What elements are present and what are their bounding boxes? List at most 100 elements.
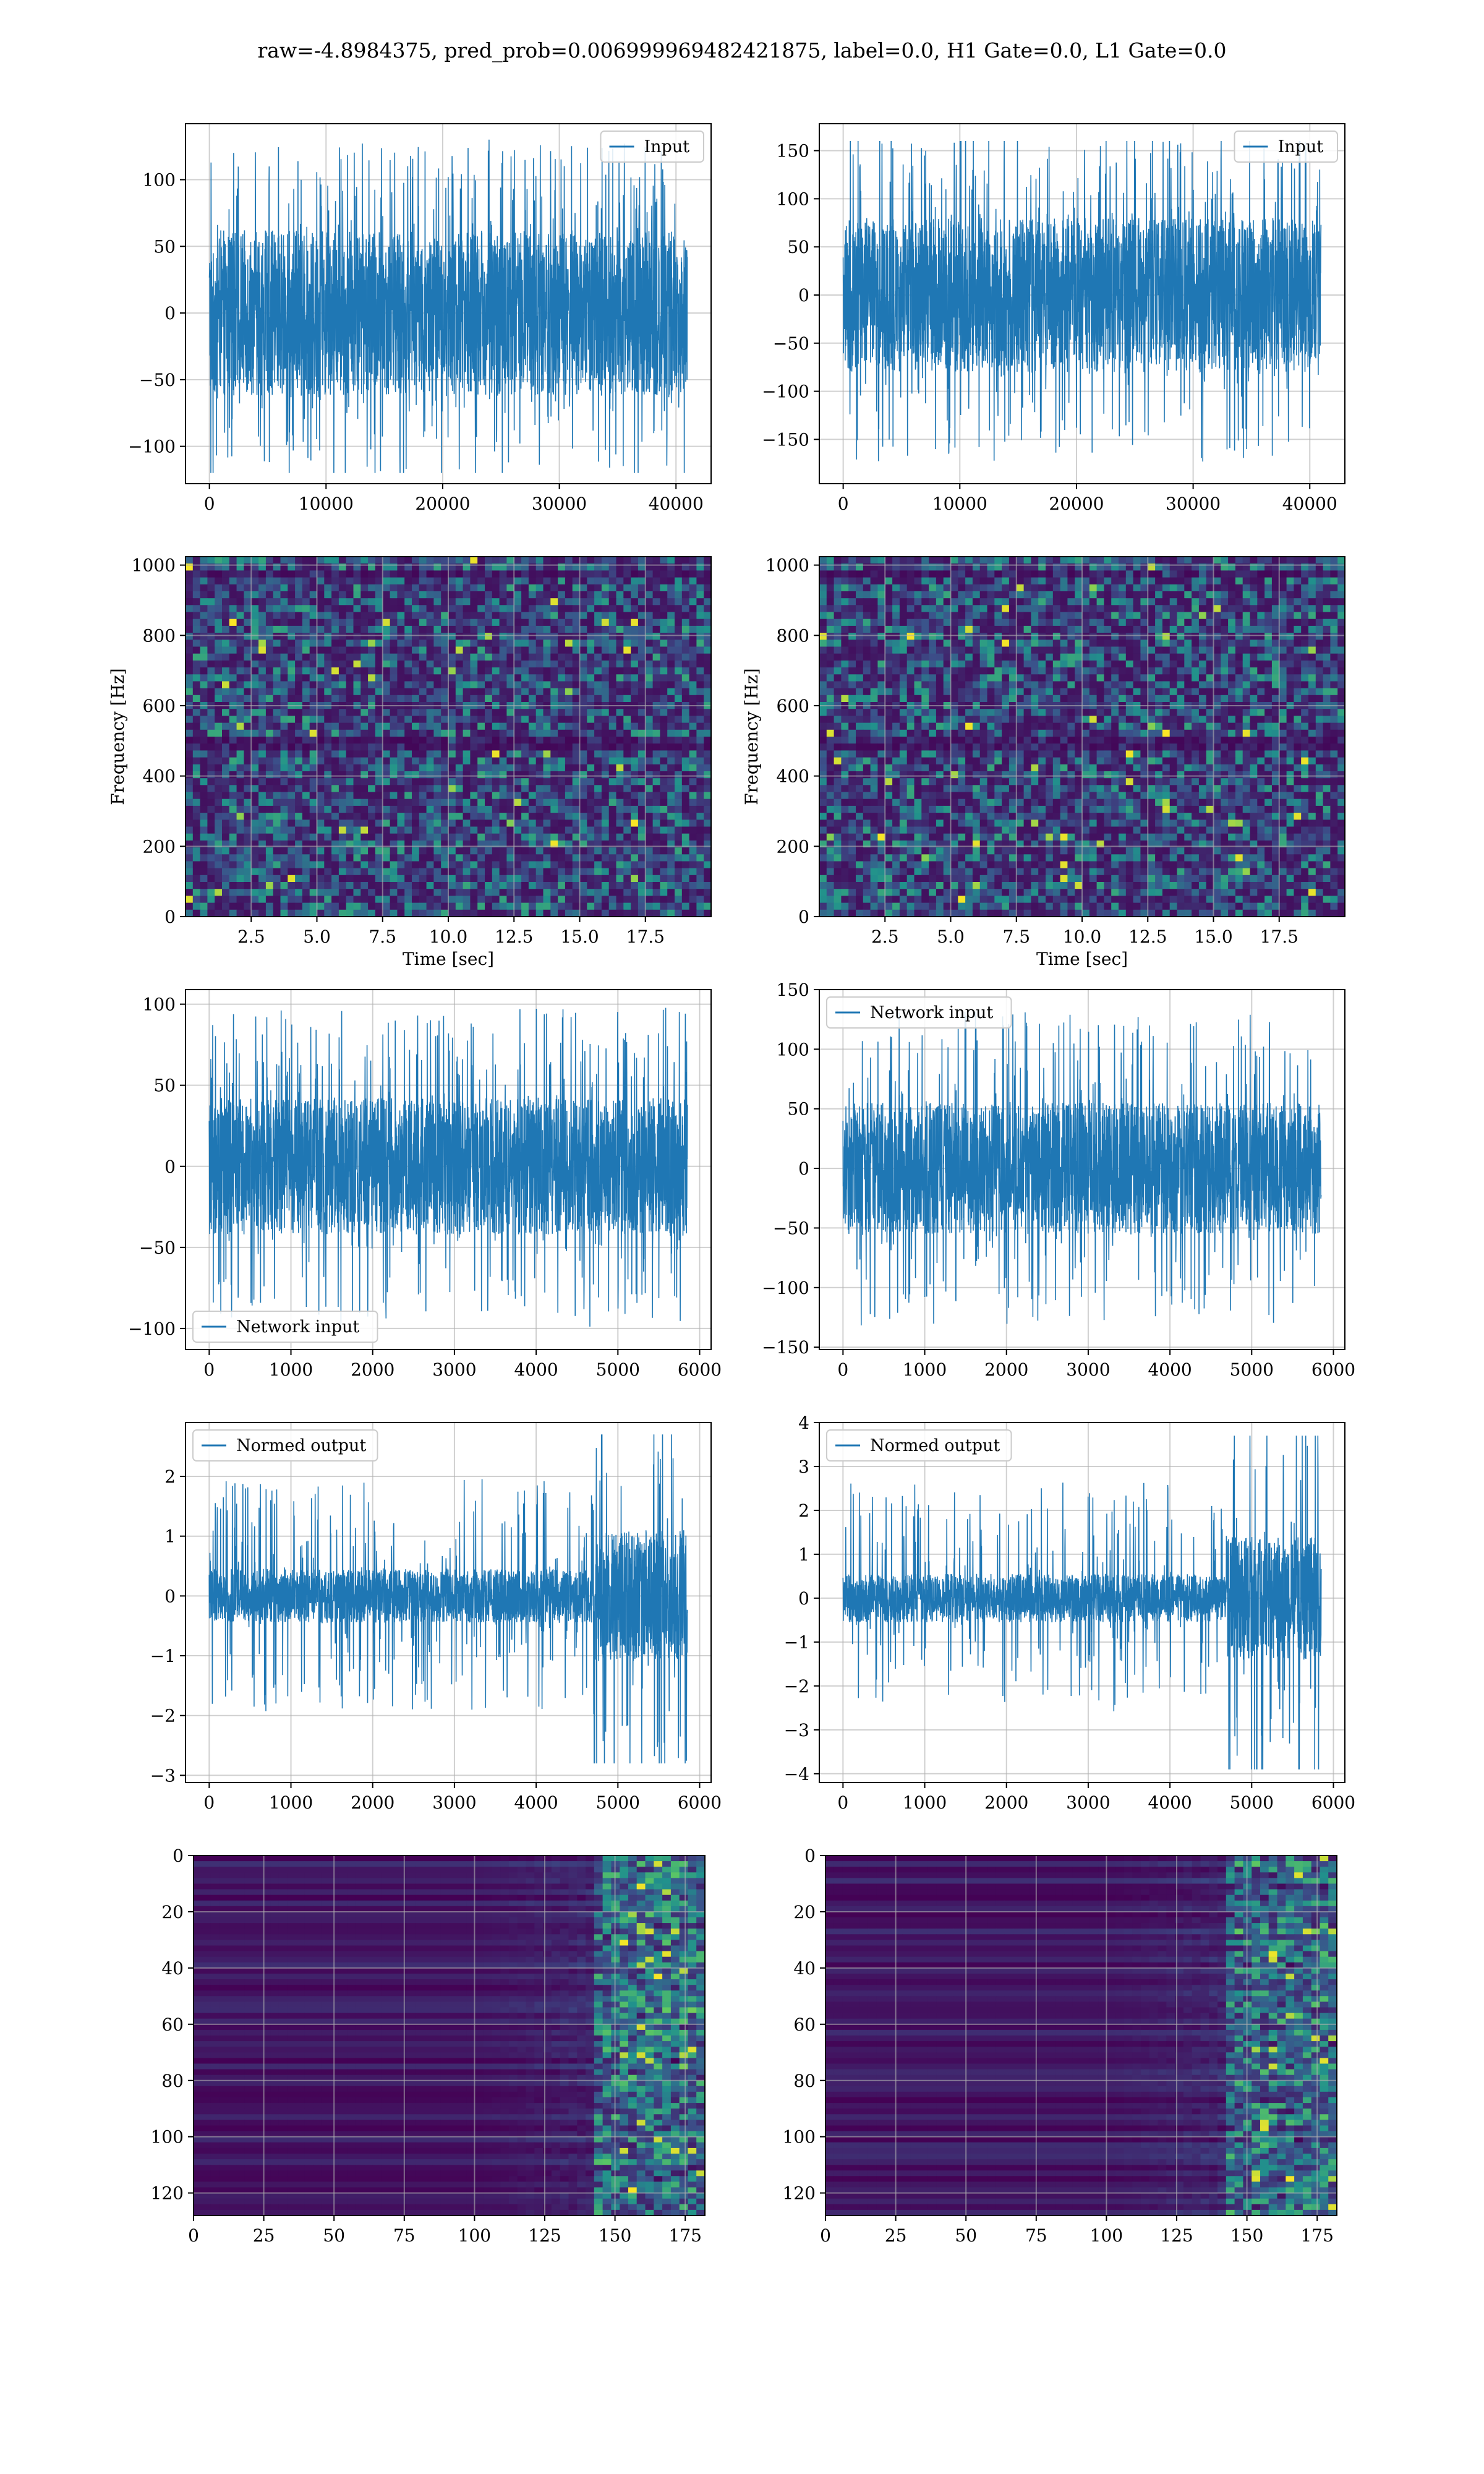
h1-spectrogram-cell [331, 778, 339, 785]
h1-spectrogram-cell [244, 695, 252, 703]
h1-spectrogram-cell [521, 813, 529, 820]
h1-spectrogram-cell [192, 646, 201, 654]
h1-spectrogram-cell [229, 896, 237, 904]
h1-spectrogram-cell [441, 826, 449, 834]
h1-spectrogram-cell [236, 889, 244, 896]
l1-spectrogram-cell [1308, 563, 1316, 571]
h1-spectrogram-cell [251, 902, 259, 910]
h1-spectrogram-cell [521, 633, 529, 640]
h1-spectrogram-cell [324, 681, 332, 689]
h1-spectrogram-cell [463, 847, 471, 855]
h1-spectrogram-cell [317, 729, 325, 737]
h1-spectrogram-cell [550, 709, 558, 716]
l1-spectrogram-cell [1148, 640, 1156, 648]
h1-spectrogram-cell [251, 820, 259, 828]
l1-spectrogram-cell [1330, 646, 1338, 654]
l1-spectrogram-cell [892, 612, 900, 620]
h1-spectrogram-cell [192, 570, 201, 578]
h1-spectrogram-cell [667, 605, 675, 613]
h1-spectrogram-cell [601, 757, 610, 765]
h1-spectrogram-cell [433, 722, 441, 730]
h1-spectrogram-cell [587, 563, 595, 571]
h1-spectrogram-cell [645, 798, 654, 807]
h1-spectrogram-cell [207, 778, 215, 785]
h1-spectrogram-cell [309, 737, 318, 744]
h1-spectrogram-cell [441, 646, 449, 654]
h1-spectrogram-cell [280, 889, 288, 896]
h1-spectrogram-cell [338, 563, 347, 571]
h1-spectrogram-cell [675, 882, 683, 889]
l1-spectrogram-cell [965, 557, 973, 564]
h1-spectrogram-cell [265, 840, 274, 848]
h1-spectrogram-cell [346, 570, 354, 578]
h1-spectrogram-cell [317, 896, 325, 904]
h1-spectrogram-cell [455, 625, 464, 633]
l1-spectrogram-cell [1213, 625, 1221, 633]
h1-spectrogram-cell [558, 833, 566, 841]
h1-spectrogram-cell [681, 729, 690, 737]
h1-spectrogram-cell [499, 729, 507, 737]
h1-spectrogram-cell [346, 681, 354, 689]
h1-spectrogram-cell [251, 778, 259, 785]
h1-spectrogram-cell [448, 722, 456, 730]
h1-spectrogram-cell [390, 557, 398, 564]
h1-spectrogram-cell [565, 716, 573, 724]
h1-spectrogram-cell [222, 820, 230, 828]
h1-spectrogram-cell [616, 640, 624, 648]
h1-spectrogram-cell [601, 805, 610, 813]
h1-spectrogram-cell [419, 612, 427, 620]
h1-spectrogram-cell [353, 813, 361, 820]
h1-spectrogram-cell [601, 688, 610, 696]
h1-spectrogram-cell [477, 722, 485, 730]
h1-spectrogram-cell [565, 612, 573, 620]
l1-spectrogram-cell [1133, 633, 1141, 640]
h1-spectrogram-cell [594, 868, 602, 876]
h1-spectrogram-cell [579, 653, 587, 661]
h1-spectrogram-cell [514, 896, 522, 904]
h1-spectrogram-cell [463, 805, 471, 813]
h1-spectrogram-cell [558, 750, 566, 758]
l1-spectrogram-cell [1075, 618, 1083, 627]
h1-spectrogram-cell [331, 722, 339, 730]
l1-spectrogram-cell [1279, 584, 1287, 592]
h1-spectrogram-cell [631, 674, 639, 682]
l1-spectrogram-cell [1125, 598, 1134, 606]
h1-spectrogram-cell [433, 591, 441, 599]
h1-spectrogram-cell [207, 618, 215, 627]
h1-spectrogram-cell [579, 820, 587, 828]
h1-spectrogram-cell [477, 674, 485, 682]
h1-spectrogram-cell [543, 798, 551, 807]
l1-spectrogram-cell [1198, 598, 1207, 606]
h1-spectrogram-cell [514, 743, 522, 751]
l1-spectrogram-cell [1330, 618, 1338, 627]
h1-spectrogram-cell [382, 833, 391, 841]
h1-spectrogram-cell [353, 778, 361, 785]
h1-spectrogram-cell [638, 771, 646, 779]
h1-spectrogram-cell [477, 660, 485, 668]
h1-spectrogram-cell [528, 633, 537, 640]
h1-spectrogram-cell [521, 764, 529, 772]
h1-spectrogram-cell [631, 764, 639, 772]
h1-spectrogram-cell [535, 653, 544, 661]
l1-spectrogram-cell [826, 563, 835, 571]
l1-spectrogram-cell [1067, 557, 1075, 564]
h1-spectrogram-cell [689, 833, 697, 841]
h1-spectrogram-cell [528, 896, 537, 904]
h1-spectrogram-cell [244, 868, 252, 876]
h1-spectrogram-cell [280, 660, 288, 668]
h1-spectrogram-cell [309, 716, 318, 724]
l1-spectrogram-cell [906, 660, 915, 668]
l1-spectrogram-cell [1177, 598, 1185, 606]
h1-spectrogram-cell [397, 577, 405, 585]
l1-spectrogram-cell [870, 591, 878, 599]
h1-spectrogram-cell [579, 868, 587, 876]
h1-spectrogram-cell [485, 709, 493, 716]
h1-spectrogram-cell [463, 598, 471, 606]
h1-spectrogram-cell [448, 633, 456, 640]
l1-spectrogram-cell [1082, 646, 1090, 654]
h1-spectrogram-cell [192, 591, 201, 599]
h1-spectrogram-cell [236, 633, 244, 640]
h1-spectrogram-cell [222, 625, 230, 633]
h1-spectrogram-cell [535, 833, 544, 841]
l1-spectrogram-cell [1184, 625, 1192, 633]
